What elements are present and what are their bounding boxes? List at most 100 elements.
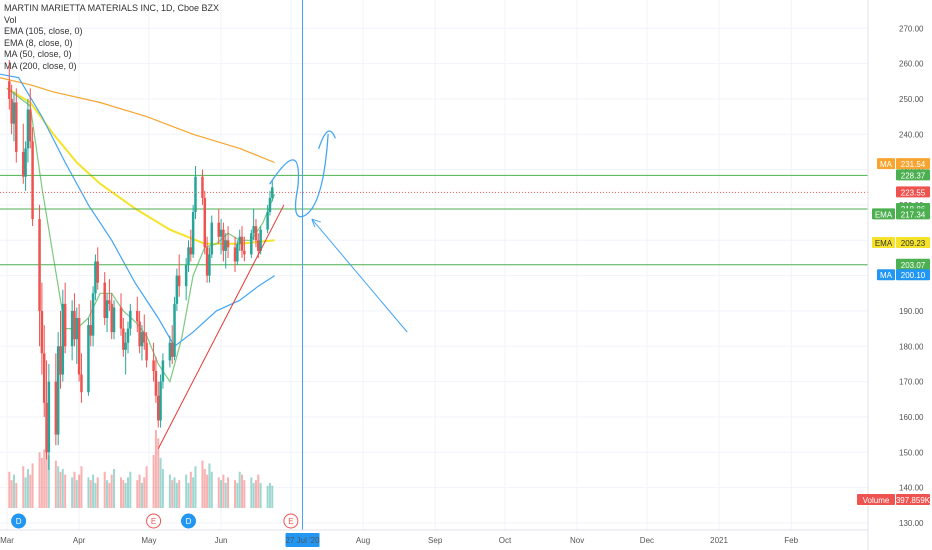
candle-body <box>42 353 46 403</box>
candle-body <box>224 240 227 251</box>
volume-bar <box>61 469 64 508</box>
time-tick-label: 2021 <box>710 536 728 545</box>
volume-bar <box>192 477 195 508</box>
price-label-tag-bg <box>857 493 895 505</box>
candle-body <box>187 247 190 265</box>
volume-bar <box>24 477 27 508</box>
volume-bar <box>22 466 25 508</box>
price-label-tag-bg <box>872 208 895 220</box>
candle-body <box>243 250 246 255</box>
time-axis[interactable]: MarAprMayJunJulAugSepOctNovDec2021Feb27 … <box>0 529 868 547</box>
candle-body <box>254 226 258 241</box>
candle-body <box>87 325 90 393</box>
price-tick-label: 270.00 <box>899 24 924 33</box>
volume-bar <box>43 449 46 508</box>
time-tick-label: Jun <box>215 536 228 545</box>
price-tick-label: 250.00 <box>899 95 924 104</box>
candle-body <box>12 102 16 124</box>
candle-body <box>233 247 237 262</box>
candle-body <box>138 321 141 347</box>
candle-body <box>75 318 79 340</box>
candle-body <box>191 212 195 255</box>
legend-ma-50: MA (50, close, 0) <box>4 49 72 59</box>
volume-bar <box>227 477 230 508</box>
volume-bar <box>257 474 260 508</box>
candle-body <box>89 325 93 336</box>
candle-body <box>70 310 74 347</box>
time-tick-label: Apr <box>73 536 86 545</box>
candle-body <box>136 310 139 322</box>
candle-body <box>257 240 260 251</box>
volume-bar <box>266 485 269 508</box>
candle-body <box>240 236 244 251</box>
volume-bar <box>154 430 157 508</box>
volume-bar <box>252 482 255 508</box>
candle-body <box>140 332 144 347</box>
candle-body <box>170 342 174 357</box>
candle-body <box>124 342 127 350</box>
volume-bar <box>206 474 209 508</box>
volume-bar <box>113 469 116 508</box>
price-tick-label: 260.00 <box>899 60 924 69</box>
price-label-bg <box>896 236 930 248</box>
price-label-tag: EMA <box>875 210 893 219</box>
chart-legend: MARTIN MARIETTA MATERIALS INC, 1D, Cboe … <box>4 3 219 72</box>
volume-bar <box>110 474 113 508</box>
candle-body <box>236 243 239 262</box>
candle-body <box>175 275 179 304</box>
volume-bar <box>243 480 246 508</box>
volume-bar <box>171 480 174 508</box>
price-label-bg <box>896 493 930 505</box>
volume-bar <box>45 438 48 508</box>
volume-bar <box>168 474 171 508</box>
candle-body <box>145 342 148 361</box>
candle-body <box>122 328 125 350</box>
candle-body <box>266 212 269 230</box>
price-label-tag-bg <box>877 269 895 281</box>
volume-bars <box>8 430 274 508</box>
volume-bar <box>201 460 204 508</box>
volume-bar <box>185 474 188 508</box>
price-label-bg <box>896 208 930 220</box>
time-tick-label: Aug <box>356 536 370 545</box>
candle-body <box>219 229 223 237</box>
candle-body <box>156 395 160 421</box>
volume-bar <box>236 482 239 508</box>
volume-bar <box>173 477 176 508</box>
volume-bar <box>138 474 141 508</box>
volume-bar <box>59 471 62 508</box>
price-label-tag: MA <box>880 271 893 280</box>
volume-bar <box>103 471 106 508</box>
price-label-bg <box>896 258 930 270</box>
volume-bar <box>234 480 237 508</box>
candle-body <box>203 197 207 248</box>
price-label-value: 200.10 <box>901 271 926 280</box>
candle-body <box>271 187 274 198</box>
candle-body <box>103 282 106 318</box>
projection-arrow-line <box>311 218 408 333</box>
volume-bar <box>94 482 97 508</box>
price-label-tag-bg <box>872 236 895 248</box>
user-drawings[interactable] <box>157 0 408 530</box>
candle-body <box>110 303 113 333</box>
volume-bar <box>122 480 125 508</box>
event-marker <box>146 513 162 529</box>
volume-bar <box>108 482 111 508</box>
volume-bar <box>29 474 32 508</box>
volume-bar <box>238 471 241 508</box>
candle-body <box>40 310 44 354</box>
volume-bar <box>140 482 143 508</box>
candle-body <box>201 176 204 198</box>
candle-body <box>250 233 253 255</box>
candle-body <box>222 229 225 251</box>
volume-bar <box>124 482 127 508</box>
candle-body <box>210 222 214 255</box>
legend-volume: Vol <box>4 14 17 25</box>
crosshair-date-badge <box>285 533 320 547</box>
horizontal-levels[interactable] <box>0 174 868 266</box>
time-tick-label: Oct <box>499 536 512 545</box>
candle-body <box>205 247 209 276</box>
candle-body <box>259 229 262 251</box>
